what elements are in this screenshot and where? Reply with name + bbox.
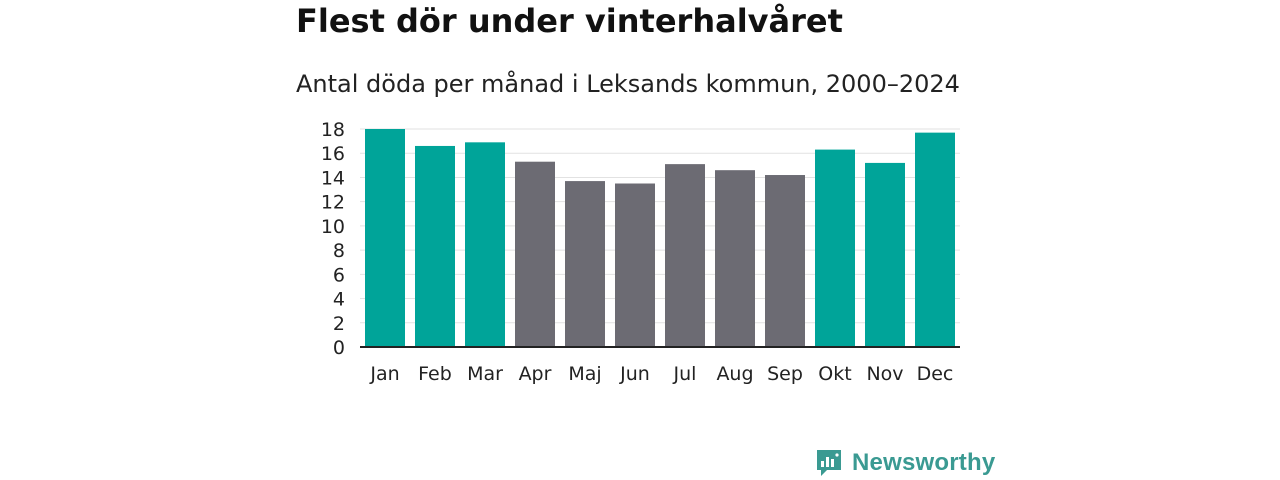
- x-tick-label: Nov: [866, 363, 903, 385]
- bar-mar: [465, 142, 505, 347]
- x-tick-label: Okt: [818, 363, 851, 385]
- bar-jul: [665, 164, 705, 347]
- bar-nov: [865, 162, 905, 347]
- y-tick-label: 10: [321, 216, 345, 238]
- x-tick-label: Mar: [467, 363, 503, 385]
- gridlines: [360, 128, 960, 324]
- bar-dec: [915, 132, 955, 347]
- newsworthy-logo-icon: [817, 450, 841, 476]
- bar-feb: [415, 145, 455, 347]
- x-tick-label: Apr: [519, 363, 552, 385]
- bar-jan: [365, 129, 405, 347]
- bar-okt: [815, 149, 855, 347]
- x-tick-label: Aug: [716, 363, 753, 385]
- x-tick-label: Jul: [673, 363, 697, 385]
- x-tick-label: Jan: [369, 363, 399, 385]
- y-tick-label: 6: [333, 264, 345, 286]
- bar-maj: [565, 181, 605, 347]
- x-tick-label: Dec: [917, 363, 954, 385]
- y-tick-label: 14: [321, 167, 345, 189]
- bar-jun: [615, 183, 655, 347]
- bar-apr: [515, 161, 555, 347]
- x-tick-label: Jun: [619, 363, 650, 385]
- y-tick-label: 4: [333, 289, 345, 311]
- y-tick-label: 2: [333, 313, 345, 335]
- y-tick-label: 12: [321, 192, 345, 214]
- bars: [365, 129, 955, 347]
- bar-aug: [715, 170, 755, 347]
- brand-logo: Newsworthy: [815, 446, 995, 480]
- x-tick-label: Sep: [767, 363, 803, 385]
- x-axis-ticks: Jan Feb Mar Apr Maj Jun Jul Aug Sep Okt Nov Dec: [369, 363, 953, 385]
- y-tick-label: 18: [321, 119, 345, 141]
- bar-sep: [765, 175, 805, 347]
- chart-title: Flest dör under vinterhalvåret: [296, 2, 843, 40]
- x-tick-label: Feb: [418, 363, 452, 385]
- x-tick-label: Maj: [568, 363, 601, 385]
- chart-subtitle: Antal döda per månad i Leksands kommun, …: [296, 70, 960, 98]
- y-tick-label: 0: [333, 337, 345, 359]
- brand-name: Newsworthy: [852, 449, 996, 476]
- y-tick-label: 16: [321, 143, 345, 165]
- y-tick-label: 8: [333, 240, 345, 262]
